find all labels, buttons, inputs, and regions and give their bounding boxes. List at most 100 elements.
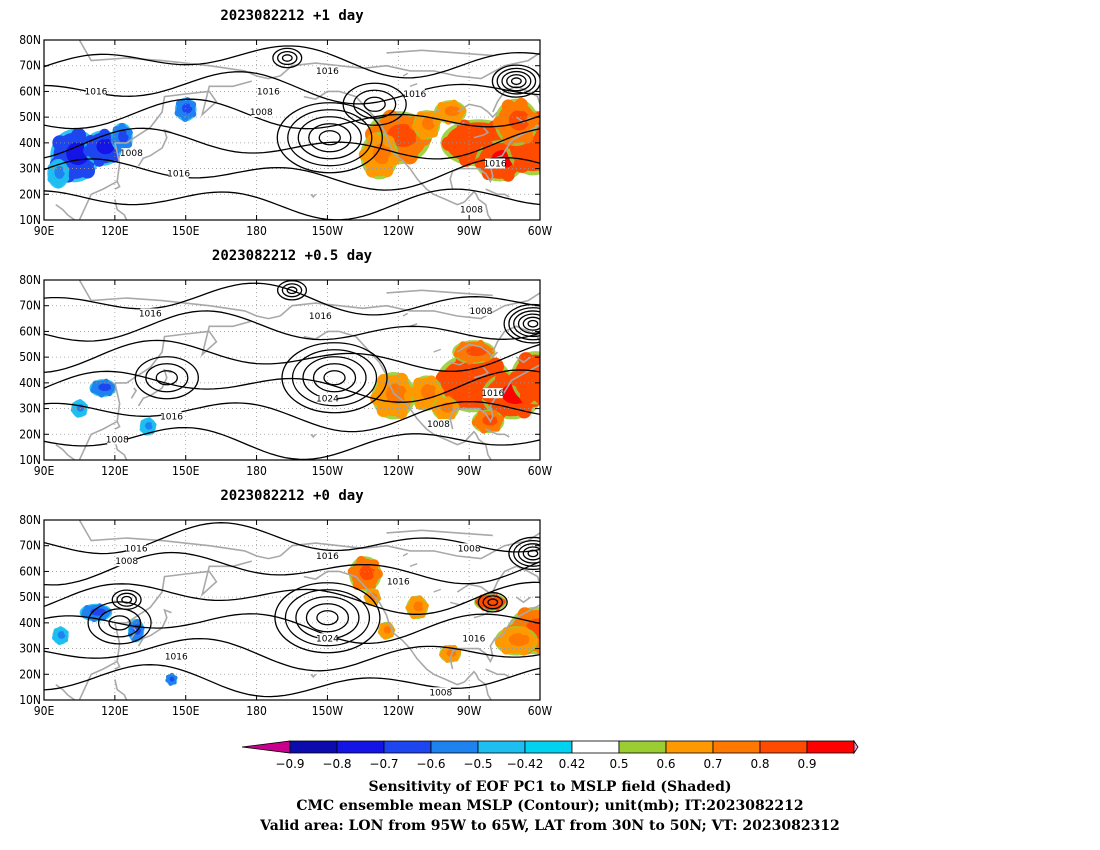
isobar-ring (291, 349, 378, 407)
patch-speckle (62, 175, 70, 182)
negative-sensitivity-patch (70, 399, 88, 418)
isobar-ring (353, 89, 397, 119)
contour-label: 1016 (257, 87, 280, 97)
map-frame (43, 279, 541, 461)
patch-speckle (131, 636, 137, 642)
coastline (515, 116, 532, 124)
patch-speckle (426, 375, 437, 386)
colorbar-tick-label: −0.6 (416, 757, 445, 771)
patch-speckle (92, 380, 99, 386)
contour-label: 1008 (469, 307, 492, 317)
patch-speckle (83, 145, 94, 157)
isobar-ring (522, 316, 540, 331)
contour-label-bg (166, 651, 187, 662)
negative-sensitivity-patch (89, 378, 117, 398)
isobar (44, 98, 540, 130)
patch-speckle (55, 181, 62, 189)
lon-tick-label: 180 (246, 464, 267, 478)
patch-speckle (103, 378, 109, 385)
patch-speckle (80, 163, 96, 179)
contour-label-bg (140, 308, 161, 319)
coastline (492, 565, 540, 593)
contour-labels: 1016 1016 1008 1024 1016 1016 1008 1008 (106, 305, 504, 445)
lat-tick-label: 30N (19, 402, 41, 416)
patch-speckle (189, 101, 197, 108)
contour-label: 1016 (167, 170, 190, 180)
isobar (44, 637, 540, 672)
patch-speckle (52, 135, 68, 151)
lat-tick-label: 80N (19, 33, 41, 47)
patch-speckle (495, 371, 510, 386)
lon-tick-label: 90W (457, 224, 482, 238)
sensitivity-shading (70, 339, 540, 436)
patch-speckle (134, 619, 140, 624)
patch-speckle (538, 355, 540, 365)
contour-label: 1016 (484, 159, 507, 169)
patch-inner (444, 105, 461, 117)
coastline (456, 343, 499, 359)
positive-sensitivity-patch (408, 375, 445, 411)
coastline (78, 142, 121, 220)
patch-speckle (388, 153, 400, 166)
patch-speckle (151, 422, 157, 428)
patch-speckle (444, 396, 453, 404)
lat-tick-label: 40N (19, 616, 41, 630)
patch-speckle (471, 418, 479, 427)
patch-speckle (427, 110, 436, 119)
panel-title: 2023082212 +0 day (220, 488, 364, 504)
patch-speckle (496, 415, 504, 423)
contour-label: 1008 (106, 435, 129, 445)
isobar (44, 613, 540, 645)
lat-tick-label: 80N (19, 513, 41, 527)
lon-tick-label: 150W (312, 224, 344, 238)
positive-sensitivity-patch (405, 595, 429, 620)
lon-tick-label: 150E (172, 224, 200, 238)
lat-tick-label: 20N (19, 187, 41, 201)
colorbar-arrow-max (853, 739, 859, 755)
isobar-ring (312, 363, 357, 393)
isobar-ring (517, 543, 540, 564)
contour-label: 1008 (115, 557, 138, 567)
lake-outline (402, 312, 409, 317)
patch-speckle (455, 649, 462, 655)
isobar-ring (97, 608, 142, 638)
lon-tick-label: 150E (172, 464, 200, 478)
isobar-ring (281, 283, 303, 298)
contour-label-bg (310, 311, 331, 321)
contour-label-bg (317, 551, 338, 561)
mslp-contours (44, 522, 540, 698)
colorbar-swatch (430, 740, 479, 754)
colorbar-swatch (665, 740, 714, 754)
isobar-ring (527, 549, 539, 558)
patch-speckle (519, 646, 529, 656)
colorbar-tick-label: 0.8 (750, 757, 769, 771)
coastline (492, 85, 540, 113)
lake-outline (402, 72, 409, 77)
lon-tick-label: 120E (101, 704, 129, 718)
contour-label-bg (404, 89, 425, 99)
coastline (310, 193, 317, 199)
patch-speckle (453, 350, 461, 358)
coastline (78, 382, 121, 460)
colorbar-tick-label: 0.5 (609, 757, 628, 771)
lat-tick-label: 20N (19, 667, 41, 681)
negative-sensitivity-patch (51, 626, 69, 646)
contour-label: 1016 (85, 87, 108, 97)
patch-speckle (514, 97, 528, 112)
coastline (463, 670, 493, 700)
contour-label: 1016 (316, 552, 339, 562)
patch-inner (383, 625, 392, 634)
coastline (456, 583, 499, 599)
patch-inner (558, 164, 574, 179)
colorbar-swatch (759, 740, 808, 754)
coastline (137, 128, 172, 167)
lon-tick-label: 120W (383, 224, 415, 238)
patch-speckle (53, 628, 59, 634)
patch-speckle (173, 675, 178, 680)
contour-label: 1024 (316, 394, 339, 404)
contour-label: 1016 (403, 90, 426, 100)
contour-label: 1024 (316, 634, 339, 644)
patch-speckle (63, 630, 69, 636)
patch-speckle (453, 656, 459, 662)
